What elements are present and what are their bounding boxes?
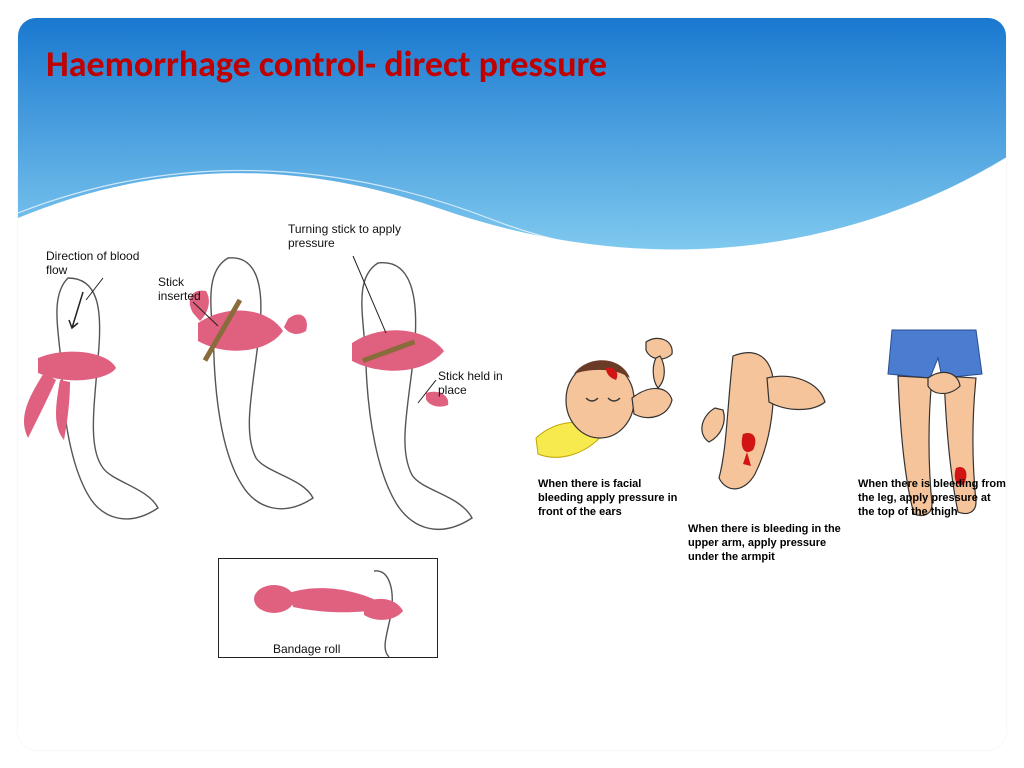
content-area: Direction of blood flow Stick inserted [18, 228, 1006, 750]
label-bandage: Bandage roll [273, 643, 363, 657]
caption-upper-arm: When there is bleeding in the upper arm,… [688, 523, 848, 564]
slide-container: Haemorrhage control- direct pressure Dir… [18, 18, 1006, 750]
caption-leg: When there is bleeding from the leg, app… [858, 478, 1006, 519]
slide-title: Haemorrhage control- direct pressure [46, 42, 607, 86]
pressure-upper-arm [693, 338, 863, 528]
tourniquet-diagram: Direction of blood flow Stick inserted [18, 248, 478, 668]
caption-face: When there is facial bleeding apply pres… [538, 478, 688, 519]
leader-turning [278, 238, 458, 378]
pressure-face [528, 328, 698, 498]
leader-stick-inserted [138, 268, 288, 358]
leader-held [388, 358, 508, 428]
pressure-points-diagram: When there is facial bleeding apply pres… [538, 328, 1006, 658]
